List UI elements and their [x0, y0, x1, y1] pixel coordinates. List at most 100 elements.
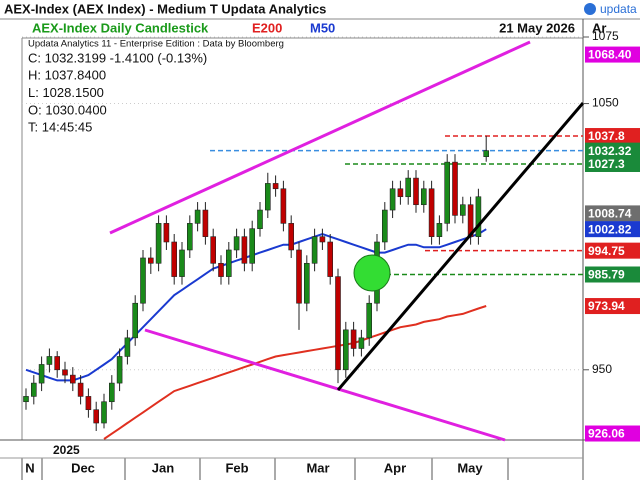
candle-body — [109, 382, 115, 403]
x-tick-label: May — [457, 460, 483, 475]
candle-body — [85, 396, 92, 411]
chart-date: 21 May 2026 — [499, 20, 575, 35]
moving-average-line — [25, 228, 487, 382]
candle-body — [171, 241, 177, 277]
price-label: 1037.8 — [588, 129, 625, 143]
candle-body — [124, 337, 131, 357]
y-tick-label: 950 — [592, 362, 612, 376]
x-tick-label: Jan — [152, 460, 174, 475]
price-label-box — [585, 205, 640, 222]
candle-body — [350, 329, 357, 349]
price-label-box — [585, 425, 640, 442]
price-label-box — [585, 266, 640, 283]
candle-body — [226, 249, 232, 277]
candle-body — [459, 204, 466, 216]
trendline — [109, 40, 531, 235]
legend-entry: E200 — [252, 20, 282, 35]
candle-body — [249, 228, 255, 264]
price-label: 1008.74 — [588, 207, 632, 221]
candle-body — [342, 329, 349, 371]
year-label: 2025 — [53, 443, 80, 457]
readout-line: L: 1028.1500 — [28, 85, 104, 100]
candle-body — [187, 223, 193, 251]
info-line: Updata Analytics 11 - Enterprise Edition… — [28, 39, 284, 50]
price-label: 1002.82 — [588, 222, 632, 236]
candle-body — [475, 196, 482, 237]
candle-body — [148, 257, 154, 264]
x-tick-label: N — [25, 460, 34, 475]
logo-icon — [584, 3, 596, 15]
price-label-box — [585, 242, 640, 259]
trendline — [144, 328, 506, 442]
candle-body — [179, 249, 185, 277]
candle-body — [30, 382, 37, 397]
candle-body — [93, 409, 99, 424]
candle-body — [389, 188, 396, 211]
candle-body — [452, 161, 458, 216]
candle-body — [218, 262, 224, 277]
readout-line: H: 1037.8400 — [28, 68, 106, 83]
price-label: 1027.3 — [588, 157, 625, 171]
candle-body — [77, 382, 84, 397]
candle-body — [428, 188, 435, 237]
candle-body — [194, 209, 201, 224]
candle-body — [163, 223, 170, 243]
candle-body — [210, 236, 216, 264]
y-tick-label: 1050 — [592, 96, 619, 110]
candle-body — [116, 356, 123, 384]
candle-body — [358, 337, 365, 349]
candle-body — [483, 150, 490, 157]
candle-body — [303, 262, 310, 304]
price-label-box — [585, 221, 640, 238]
price-label-box — [585, 46, 640, 63]
legend-entry: M50 — [310, 20, 335, 35]
candle-body — [233, 236, 240, 251]
candle-body — [436, 223, 443, 237]
chart-title: AEX-Index Daily Candlestick — [32, 20, 209, 35]
candle-body — [132, 302, 138, 339]
candle-body — [38, 364, 45, 384]
candle-body — [397, 188, 404, 198]
price-label-box — [585, 155, 640, 172]
price-label: 1032.32 — [588, 144, 632, 158]
candle-body — [140, 257, 146, 304]
candle-body — [155, 223, 162, 264]
readout-line: O: 1030.0400 — [28, 102, 107, 117]
window-title: AEX-Index (AEX Index) - Medium T Updata … — [4, 1, 326, 16]
readout-line: T: 14:45:45 — [28, 120, 92, 135]
candle-body — [202, 209, 209, 237]
price-label-box — [585, 298, 640, 315]
price-label: 973.94 — [588, 299, 625, 313]
price-label: 1068.40 — [588, 48, 632, 62]
candle-body — [101, 401, 107, 424]
candle-body — [319, 236, 326, 243]
trendline — [336, 102, 585, 391]
plot-area — [22, 36, 583, 440]
price-label-box — [585, 128, 640, 145]
logo: updata — [600, 2, 637, 16]
candle-body — [444, 161, 451, 224]
candle-body — [335, 276, 341, 371]
axis-header: Ar — [592, 20, 606, 35]
candle-body — [264, 183, 271, 211]
candle-body — [381, 209, 388, 243]
candle-body — [327, 241, 334, 277]
candle-body — [46, 356, 53, 365]
price-label: 926.06 — [588, 427, 625, 441]
candle-body — [296, 249, 302, 304]
candle-body — [405, 177, 412, 198]
moving-average-line — [103, 305, 487, 440]
candle-body — [23, 396, 29, 403]
y-tick-label: 1075 — [592, 29, 619, 43]
x-tick-label: Dec — [71, 460, 95, 475]
candle-body — [280, 188, 287, 224]
candle-body — [420, 188, 427, 206]
price-label: 985.79 — [588, 268, 625, 282]
x-tick-label: Mar — [306, 460, 329, 475]
candle-body — [70, 374, 76, 384]
candle-body — [241, 236, 248, 264]
candle-body — [311, 236, 318, 264]
candle-body — [62, 369, 68, 376]
highlight-circle — [353, 254, 391, 292]
